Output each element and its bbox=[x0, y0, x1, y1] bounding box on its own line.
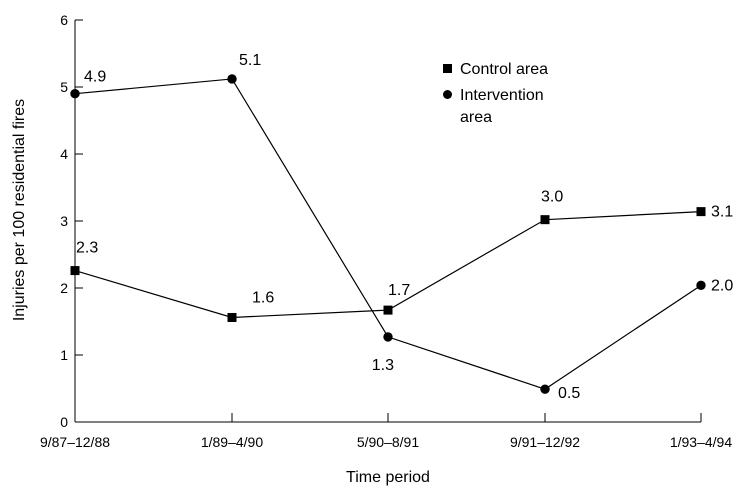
legend-intervention-label-line1: Intervention bbox=[460, 87, 544, 104]
control-area-data-label: 3.0 bbox=[541, 189, 563, 206]
intervention-area-data-label: 0.5 bbox=[558, 385, 580, 402]
intervention-area-data-label: 1.3 bbox=[372, 357, 394, 374]
intervention-area-point bbox=[227, 74, 237, 84]
control-area-data-label: 3.1 bbox=[711, 204, 733, 221]
control-area-point bbox=[383, 305, 393, 315]
series-lines bbox=[74, 78, 702, 390]
y-tick-label: 2 bbox=[60, 280, 68, 296]
intervention-area-data-label: 4.9 bbox=[84, 69, 106, 86]
y-axis-title: Injuries per 100 residential fires bbox=[11, 99, 28, 321]
x-tick-label: 5/90–8/91 bbox=[357, 434, 419, 450]
y-tick-label: 3 bbox=[60, 213, 68, 229]
control-area-line bbox=[74, 211, 702, 319]
y-tick-label: 5 bbox=[60, 79, 68, 95]
control-area-data-label: 2.3 bbox=[76, 240, 98, 257]
control-area-point bbox=[540, 215, 550, 225]
series-markers bbox=[70, 74, 706, 394]
legend: Control area Intervention area bbox=[443, 61, 548, 126]
control-area-data-label: 1.7 bbox=[388, 282, 410, 299]
control-area-point bbox=[227, 312, 237, 322]
legend-control-marker bbox=[443, 64, 452, 73]
x-tick-label: 9/87–12/88 bbox=[40, 434, 110, 450]
intervention-area-point bbox=[696, 280, 706, 291]
intervention-area-data-label: 5.1 bbox=[239, 52, 261, 69]
y-tick-label: 0 bbox=[60, 414, 68, 430]
legend-intervention-label-line2: area bbox=[460, 109, 492, 126]
y-tick-label: 4 bbox=[60, 146, 68, 162]
data-labels: 2.3 1.6 1.7 3.0 3.1 4.9 5.1 1.3 0.5 2.0 bbox=[76, 52, 733, 402]
intervention-area-point bbox=[383, 332, 393, 342]
x-tick-label: 9/91–12/92 bbox=[510, 434, 580, 450]
x-tick-label: 1/93–4/94 bbox=[670, 434, 732, 450]
intervention-area-data-label: 2.0 bbox=[711, 277, 733, 294]
control-area-data-label: 1.6 bbox=[252, 289, 274, 306]
legend-control-label: Control area bbox=[460, 61, 548, 78]
legend-intervention-marker bbox=[443, 90, 452, 99]
control-area-point bbox=[70, 266, 80, 276]
intervention-area-point bbox=[70, 89, 80, 99]
x-axis-title: Time period bbox=[346, 469, 430, 486]
y-tick-label: 1 bbox=[60, 347, 68, 363]
intervention-area-point bbox=[540, 384, 550, 394]
axes: 0 1 2 3 4 5 6 9/87–12/88 1/89–4/90 5/90–8/91 9/91–… bbox=[40, 12, 732, 450]
control-area-point bbox=[696, 207, 706, 217]
intervention-area-line bbox=[74, 78, 702, 390]
x-tick-label: 1/89–4/90 bbox=[201, 434, 263, 450]
y-tick-label: 6 bbox=[60, 12, 68, 28]
